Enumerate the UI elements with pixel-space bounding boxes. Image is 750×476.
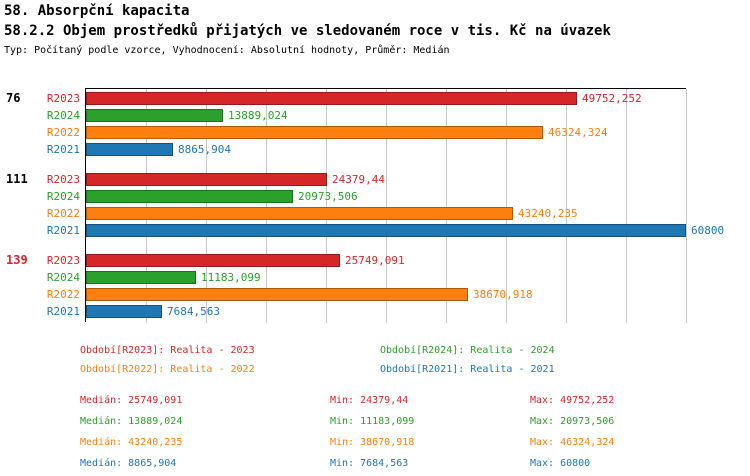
group-label: 76 xyxy=(6,91,21,105)
series-label: R2022 xyxy=(46,126,80,139)
stat-max: Max: 46324,324 xyxy=(530,437,615,448)
series-label: R2023 xyxy=(46,173,80,186)
bar xyxy=(86,271,196,284)
stat-median: Medián: 25749,091 xyxy=(80,395,183,406)
series-label: R2022 xyxy=(46,207,80,220)
bar-value: 46324,324 xyxy=(548,126,608,139)
gridline xyxy=(446,89,447,323)
chart-legend: Období[R2023]: Realita - 2023 Období[R202… xyxy=(80,344,700,376)
chart-stats: Medián: 25749,091 Min: 24379,44 Max: 49752… xyxy=(80,390,740,474)
stats-row: Medián: 8865,904 Min: 7684,563 Max: 60800 xyxy=(80,453,740,474)
series-label: R2023 xyxy=(46,92,80,105)
bar-value: 25749,091 xyxy=(345,254,405,267)
bar-value: 8865,904 xyxy=(178,143,231,156)
bar-value: 38670,918 xyxy=(473,288,533,301)
stat-median: Medián: 8865,904 xyxy=(80,458,177,469)
bar xyxy=(86,224,686,237)
report-meta: Typ: Počítaný podle vzorce, Vyhodnocení:… xyxy=(4,45,450,56)
series-label: R2024 xyxy=(46,190,80,203)
legend-item: Období[R2024]: Realita - 2024 xyxy=(380,345,555,356)
stat-min: Min: 24379,44 xyxy=(330,395,409,406)
plot-area xyxy=(85,88,687,323)
gridline xyxy=(146,89,147,323)
stats-row: Medián: 43240,235 Min: 38670,918 Max: 4632… xyxy=(80,432,740,453)
bar-value: 60800 xyxy=(691,224,725,237)
bar xyxy=(86,190,293,203)
gridline xyxy=(566,89,567,323)
series-label: R2024 xyxy=(46,109,80,122)
series-label: R2022 xyxy=(46,288,80,301)
bar-value: 24379,44 xyxy=(332,173,385,186)
bar xyxy=(86,254,340,267)
bar-value: 7684,563 xyxy=(167,305,220,318)
bar xyxy=(86,109,223,122)
bar xyxy=(86,305,162,318)
gridline xyxy=(386,89,387,323)
stat-min: Min: 38670,918 xyxy=(330,437,415,448)
stat-min: Min: 7684,563 xyxy=(330,458,409,469)
bar xyxy=(86,92,577,105)
gridline xyxy=(626,89,627,323)
bar-chart: 76 R2023 49752,252 R2024 13889,024 R2022 46324… xyxy=(0,88,750,328)
group-label: 139 xyxy=(6,253,28,267)
stats-row: Medián: 25749,091 Min: 24379,44 Max: 49752… xyxy=(80,390,740,411)
legend-item: Období[R2023]: Realita - 2023 xyxy=(80,345,255,356)
stat-median: Medián: 43240,235 xyxy=(80,437,183,448)
bar-value: 49752,252 xyxy=(582,92,642,105)
stat-max: Max: 20973,506 xyxy=(530,416,615,427)
stat-max: Max: 49752,252 xyxy=(530,395,615,406)
series-label: R2021 xyxy=(46,143,80,156)
gridline xyxy=(506,89,507,323)
bar xyxy=(86,126,543,139)
legend-item: Období[R2021]: Realita - 2021 xyxy=(380,364,555,375)
bar xyxy=(86,288,468,301)
gridline xyxy=(686,89,687,323)
bar xyxy=(86,173,327,186)
stat-median: Medián: 13889,024 xyxy=(80,416,183,427)
report-title: 58. Absorpční kapacita xyxy=(4,3,190,19)
legend-item: Období[R2022]: Realita - 2022 xyxy=(80,364,255,375)
report-subtitle: 58.2.2 Objem prostředků přijatých ve sle… xyxy=(4,23,611,39)
bar-value: 20973,506 xyxy=(298,190,358,203)
bar xyxy=(86,207,513,220)
bar-value: 11183,099 xyxy=(201,271,261,284)
gridline xyxy=(326,89,327,323)
gridline xyxy=(266,89,267,323)
gridline xyxy=(206,89,207,323)
series-label: R2021 xyxy=(46,224,80,237)
stats-row: Medián: 13889,024 Min: 11183,099 Max: 2097… xyxy=(80,411,740,432)
stat-max: Max: 60800 xyxy=(530,458,591,469)
series-label: R2024 xyxy=(46,271,80,284)
stat-min: Min: 11183,099 xyxy=(330,416,415,427)
group-label: 111 xyxy=(6,172,28,186)
bar-value: 13889,024 xyxy=(228,109,288,122)
bar-value: 43240,235 xyxy=(518,207,578,220)
series-label: R2023 xyxy=(46,254,80,267)
series-label: R2021 xyxy=(46,305,80,318)
bar xyxy=(86,143,173,156)
